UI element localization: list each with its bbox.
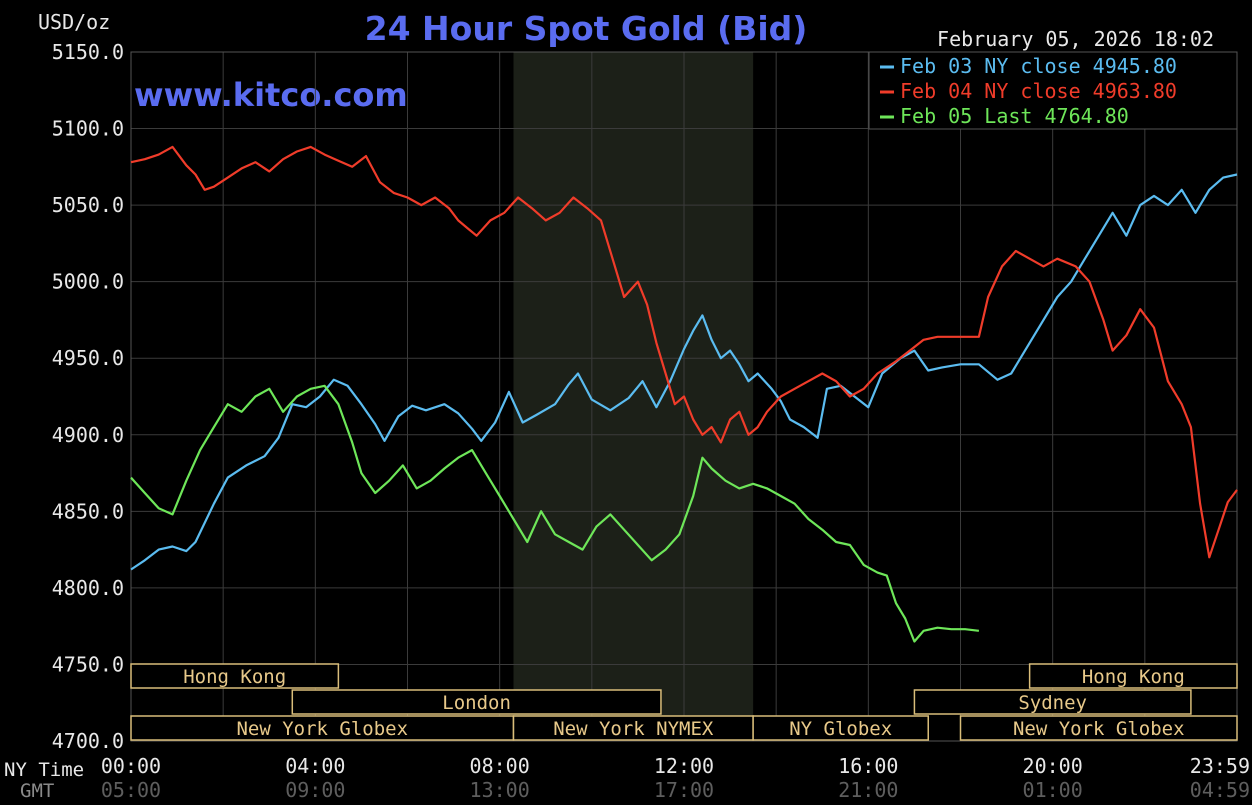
x-tick-ny: 04:00	[285, 754, 345, 778]
x-tick-gmt: 13:00	[470, 778, 530, 800]
y-tick-label: 4700.0	[52, 729, 124, 753]
gmt-label: GMT	[20, 780, 54, 800]
series-line	[130, 145, 1238, 559]
unit-label: USD/oz	[38, 10, 110, 34]
x-tick-ny: 08:00	[470, 754, 530, 778]
session-bar	[130, 663, 340, 689]
session-label: Hong Kong	[183, 666, 286, 688]
series-line	[130, 384, 980, 643]
ny-time-label: NY Time	[4, 759, 84, 781]
site-watermark: www.kitco.com	[134, 76, 408, 114]
session-bar	[913, 689, 1192, 715]
session-bar	[130, 715, 515, 741]
x-tick-gmt: 04:59	[1190, 778, 1250, 800]
y-tick-label: 5050.0	[52, 193, 124, 217]
legend-box	[868, 51, 1238, 130]
x-tick-gmt: 09:00	[285, 778, 345, 800]
y-tick-label: 5000.0	[52, 270, 124, 294]
session-label: Sydney	[1018, 692, 1087, 714]
y-tick-label: 4850.0	[52, 499, 124, 523]
legend-entry: Feb 03 NY close 4945.80	[900, 54, 1177, 78]
x-tick-ny: 12:00	[654, 754, 714, 778]
x-tick-ny: 23:59	[1190, 754, 1250, 778]
session-bar	[1028, 663, 1238, 689]
nymex-shaded-region	[513, 52, 754, 741]
x-tick-gmt: 01:00	[1023, 778, 1083, 800]
session-bar	[959, 715, 1238, 741]
y-tick-label: 4900.0	[52, 423, 124, 447]
session-label: New York NYMEX	[553, 718, 714, 740]
plot-border	[130, 51, 1238, 742]
x-tick-gmt: 21:00	[838, 778, 898, 800]
chart-title: 24 Hour Spot Gold (Bid)	[365, 9, 808, 48]
session-label: NY Globex	[789, 718, 892, 740]
x-tick-ny: 16:00	[838, 754, 898, 778]
session-label: London	[442, 692, 511, 714]
y-tick-label: 5100.0	[52, 117, 124, 141]
session-bar	[752, 715, 929, 741]
session-label: New York Globex	[236, 718, 408, 740]
y-tick-label: 4800.0	[52, 576, 124, 600]
y-tick-label: 4750.0	[52, 652, 124, 676]
session-label: Hong Kong	[1082, 666, 1185, 688]
legend-entry: Feb 04 NY close 4963.80	[900, 79, 1177, 103]
x-tick-gmt: 17:00	[654, 778, 714, 800]
legend-entry: Feb 05 Last 4764.80	[900, 104, 1129, 128]
y-tick-label: 4950.0	[52, 346, 124, 370]
y-tick-label: 5150.0	[52, 40, 124, 64]
datetime-label: February 05, 2026 18:02	[937, 27, 1214, 51]
session-label: New York Globex	[1013, 718, 1185, 740]
x-tick-ny: 20:00	[1023, 754, 1083, 778]
session-bar	[291, 689, 662, 715]
x-tick-ny: 00:00	[101, 754, 161, 778]
x-tick-gmt: 05:00	[101, 778, 161, 800]
